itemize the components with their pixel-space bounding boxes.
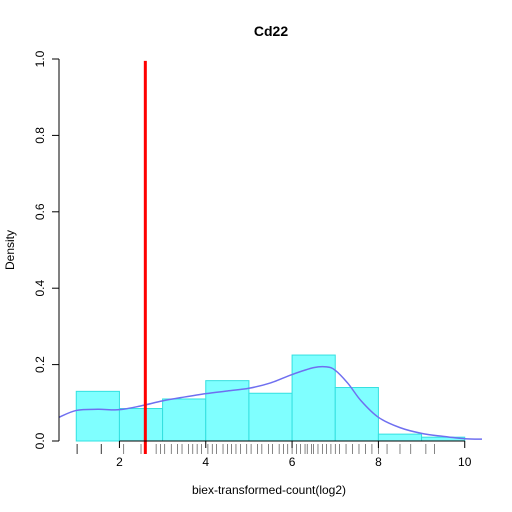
histogram-bar-1 [75, 390, 120, 442]
rug-layer [76, 444, 435, 454]
histogram-bar-3 [162, 398, 207, 442]
histogram-bar-2 [118, 408, 164, 442]
y-tick-label: 0.8 [33, 127, 47, 144]
y-tick-label: 0.2 [33, 356, 47, 373]
x-tick-label: 10 [458, 455, 472, 469]
y-tick-label: 0.6 [33, 203, 47, 220]
x-tick-label: 6 [289, 455, 296, 469]
x-tick-label: 2 [116, 455, 123, 469]
density-curve-layer [58, 365, 483, 440]
x-tick-label: 8 [375, 455, 382, 469]
y-tick-label: 0.0 [33, 432, 47, 449]
axes-layer: 0.0 0.2 0.4 0.6 0.8 1.0 2 4 6 8 10 [33, 50, 472, 469]
histogram-bar-8 [377, 433, 423, 442]
y-tick-label: 1.0 [33, 50, 47, 67]
y-axis-label: Density [3, 230, 17, 270]
x-axis-label: biex-transformed-count(log2) [192, 483, 346, 497]
y-tick-label: 0.4 [33, 280, 47, 297]
chart-title: Cd22 [254, 23, 288, 39]
histogram-bar-5 [248, 392, 293, 442]
density-curve [58, 365, 483, 440]
x-tick-label: 4 [202, 455, 209, 469]
bars-layer [75, 354, 466, 442]
